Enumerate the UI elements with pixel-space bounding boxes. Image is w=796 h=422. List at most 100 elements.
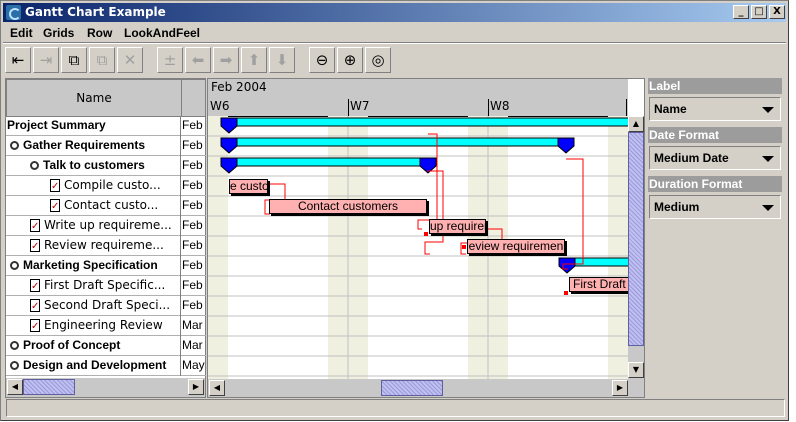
- summary-bar: [228, 157, 429, 167]
- label-select[interactable]: Name: [649, 97, 781, 121]
- zoom-out-button[interactable]: ⊖: [309, 47, 335, 73]
- window-title: Gantt Chart Example: [25, 5, 166, 19]
- table-row[interactable]: Engineering Review Mar: [6, 316, 206, 336]
- row-name-cell: Marketing Specification: [6, 256, 181, 276]
- expanded-node-icon[interactable]: [30, 161, 39, 170]
- row-date-cell: Feb: [182, 118, 203, 132]
- summary-start-marker: [220, 157, 238, 174]
- outdent-button[interactable]: ⇥: [33, 47, 59, 73]
- zoom-in-button[interactable]: ⊕: [337, 47, 363, 73]
- maximize-button[interactable]: □: [751, 5, 767, 19]
- arrow-left-icon: ⬅: [191, 51, 205, 69]
- task-clipboard-icon: [30, 297, 40, 316]
- expanded-node-icon[interactable]: [10, 141, 19, 150]
- chevron-down-icon: [762, 205, 774, 211]
- row-name-cell: Talk to customers: [6, 156, 181, 176]
- task-bar-compile[interactable]: e custo: [229, 179, 268, 194]
- row-date-cell: Feb: [182, 178, 203, 192]
- arrow-right-button[interactable]: ➡: [213, 47, 239, 73]
- row-name-cell: Design and Development: [6, 356, 181, 376]
- summary-start-marker: [558, 257, 576, 274]
- week-label: W6: [210, 99, 349, 116]
- date-format-section-title: Date Format: [648, 127, 782, 143]
- scroll-right-button[interactable]: ▶: [612, 380, 628, 396]
- link-button[interactable]: ⧉: [61, 47, 87, 73]
- row-name-cell: Proof of Concept: [6, 336, 181, 356]
- task-clipboard-icon: [30, 237, 40, 256]
- row-name: First Draft Specific...: [44, 278, 166, 292]
- zoom-fit-icon: ◎: [371, 51, 385, 69]
- table-row[interactable]: Second Draft Speci... Feb: [6, 296, 206, 316]
- weekend-band: [608, 116, 628, 379]
- task-bar-contact[interactable]: Contact customers: [269, 199, 427, 214]
- duration-format-section-title: Duration Format: [648, 176, 782, 192]
- table-row[interactable]: Compile custo... Feb: [6, 176, 206, 196]
- arrow-down-button[interactable]: ⬇: [269, 47, 295, 73]
- arrow-left-button[interactable]: ⬅: [185, 47, 211, 73]
- task-table: Name Project Summary Feb Gather Requiremen…: [5, 78, 206, 398]
- name-column-header[interactable]: Name: [6, 79, 182, 117]
- row-name: Talk to customers: [43, 158, 145, 172]
- app-icon: [6, 5, 21, 20]
- gantt-horizontal-scrollbar[interactable]: ◀ ▶: [208, 379, 644, 397]
- menu-row[interactable]: Row: [87, 26, 113, 40]
- label-section-title: Label: [648, 78, 782, 94]
- table-row[interactable]: Write up requireme... Feb: [6, 216, 206, 236]
- task-bar-writeup[interactable]: up requirem: [429, 219, 486, 234]
- table-body: Project Summary Feb Gather Requirements Feb…: [6, 116, 206, 377]
- task-clipboard-icon: [50, 177, 60, 196]
- table-row[interactable]: First Draft Specific... Feb: [6, 276, 206, 296]
- weekend-band: [208, 116, 228, 379]
- collapsed-node-icon[interactable]: [10, 361, 19, 370]
- indent-icon: ⇤: [11, 51, 25, 69]
- scroll-left-button[interactable]: ◀: [209, 380, 225, 396]
- table-row[interactable]: Marketing Specification Feb: [6, 256, 206, 276]
- menu-edit[interactable]: Edit: [10, 26, 33, 40]
- table-row[interactable]: Review requireme... Feb: [6, 236, 206, 256]
- week-label: W7: [349, 99, 489, 116]
- scroll-thumb[interactable]: [23, 379, 75, 395]
- row-name-cell: Gather Requirements: [6, 136, 181, 156]
- gantt-vertical-scrollbar[interactable]: ▲ ▼: [628, 116, 644, 379]
- zoom-fit-button[interactable]: ◎: [365, 47, 391, 73]
- minimize-button[interactable]: _: [733, 5, 749, 19]
- table-row[interactable]: Gather Requirements Feb: [6, 136, 206, 156]
- scroll-right-button[interactable]: ▶: [188, 379, 204, 395]
- arrow-up-button[interactable]: ⬆: [241, 47, 267, 73]
- task-bar-review[interactable]: eview requiremen: [467, 239, 565, 254]
- unlink-button[interactable]: ⧉: [89, 47, 115, 73]
- date-format-select[interactable]: Medium Date: [649, 146, 781, 170]
- collapsed-node-icon[interactable]: [10, 341, 19, 350]
- close-button[interactable]: X: [769, 5, 785, 19]
- row-date-cell: Mar: [182, 318, 203, 332]
- arrow-head: [462, 245, 466, 249]
- task-bar-first-draft[interactable]: First Draft: [569, 277, 639, 292]
- menu-lookandfeel[interactable]: LookAndFeel: [124, 26, 201, 40]
- row-date-cell: Feb: [182, 278, 203, 292]
- scroll-left-button[interactable]: ◀: [7, 379, 23, 395]
- duration-format-value: Medium: [654, 200, 700, 214]
- table-row[interactable]: Project Summary Feb: [6, 116, 206, 136]
- scroll-thumb[interactable]: [628, 132, 644, 346]
- table-row[interactable]: Contact custo... Feb: [6, 196, 206, 216]
- chevron-down-icon: [762, 107, 774, 113]
- scroll-up-button[interactable]: ▲: [628, 116, 644, 132]
- menu-grids[interactable]: Grids: [43, 26, 75, 40]
- insert-icon: ±: [163, 51, 177, 69]
- summary-start-marker: [220, 117, 238, 134]
- table-row[interactable]: Talk to customers Feb: [6, 156, 206, 176]
- duration-format-select[interactable]: Medium: [649, 195, 781, 219]
- table-row[interactable]: Design and Development May: [6, 356, 206, 376]
- table-row[interactable]: Proof of Concept Mar: [6, 336, 206, 356]
- insert-button[interactable]: ±: [157, 47, 183, 73]
- row-date-cell: May: [182, 358, 205, 372]
- scroll-down-button[interactable]: ▼: [628, 362, 644, 378]
- indent-button[interactable]: ⇤: [5, 47, 31, 73]
- outdent-icon: ⇥: [39, 51, 53, 69]
- date-column-header[interactable]: [181, 79, 206, 117]
- table-horizontal-scrollbar[interactable]: ◀ ▶: [6, 378, 205, 397]
- scroll-thumb[interactable]: [381, 380, 443, 396]
- delete-button[interactable]: ✕: [117, 47, 143, 73]
- expanded-node-icon[interactable]: [10, 261, 19, 270]
